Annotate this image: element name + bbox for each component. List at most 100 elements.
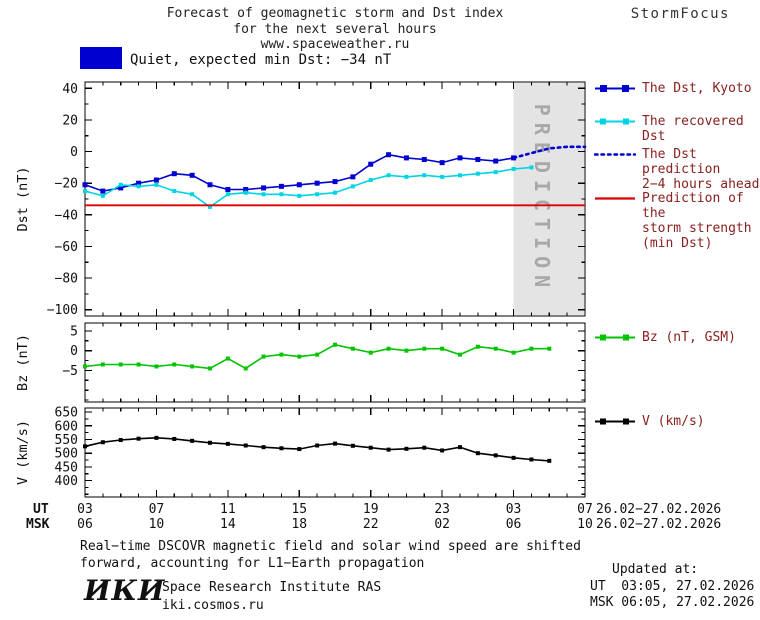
marker-bz-nt-gsm <box>172 362 177 367</box>
y-axis-label-dst: Dst (nT) <box>15 166 31 231</box>
marker-v-km-s <box>547 458 552 463</box>
marker-v-km-s <box>350 443 355 448</box>
institute-site: iki.cosmos.ru <box>162 598 264 613</box>
marker-the-dst-kyoto <box>100 188 106 194</box>
marker-the-recovered-dst <box>136 184 141 189</box>
panel-box-dst <box>84 81 586 317</box>
marker-v-km-s <box>261 445 266 450</box>
marker-bz-nt-gsm <box>458 352 462 357</box>
y-tick-label: 500 <box>55 447 78 462</box>
legend-label-recovered-dst: The recovered Dst <box>642 114 744 144</box>
page-title: Forecast of geomagnetic storm and Dst in… <box>85 6 585 53</box>
legend-swatch-marker <box>623 118 629 125</box>
marker-v-km-s <box>208 440 212 445</box>
legend-item-v: V (km/s) <box>594 414 705 429</box>
marker-the-recovered-dst <box>315 192 320 197</box>
x-tick-label-ut: 07 <box>149 502 165 517</box>
marker-the-dst-kyoto <box>368 161 374 167</box>
legend-swatch-marker <box>623 418 629 425</box>
x-tick-label-ut: 11 <box>220 502 236 517</box>
marker-the-recovered-dst <box>225 192 230 197</box>
legend-label-dst-prediction-line2: 2−4 hours ahead <box>642 177 760 192</box>
x-tick-label-msk: 06 <box>77 517 93 532</box>
x-tick-label-msk: 10 <box>149 517 165 532</box>
marker-v-km-s <box>243 443 248 448</box>
x-tick-label-msk: 18 <box>291 517 307 532</box>
marker-the-recovered-dst <box>333 190 337 195</box>
marker-v-km-s <box>422 445 427 450</box>
marker-bz-nt-gsm <box>368 350 373 355</box>
marker-v-km-s <box>190 438 195 443</box>
x-tick-label-msk: 14 <box>220 517 236 532</box>
x-tick-label-ut: 07 <box>577 502 593 517</box>
marker-the-dst-kyoto <box>171 171 177 177</box>
marker-the-recovered-dst <box>386 173 391 178</box>
panel-box-bz <box>84 322 586 403</box>
title-line1: Forecast of geomagnetic storm and Dst in… <box>166 6 504 21</box>
marker-the-recovered-dst <box>368 178 373 183</box>
prediction-band-label: PREDICTION <box>530 104 554 294</box>
legend-item-dst-prediction: The Dst prediction 2−4 hours ahead <box>594 147 760 192</box>
y-tick-label: 0 <box>70 344 78 359</box>
marker-the-recovered-dst <box>511 166 516 171</box>
series-v-km-s <box>84 436 550 462</box>
y-tick-label: −40 <box>55 208 78 223</box>
marker-the-recovered-dst <box>493 170 498 175</box>
marker-v-km-s <box>279 446 284 451</box>
marker-v-km-s <box>225 441 230 446</box>
marker-the-recovered-dst <box>118 182 123 187</box>
marker-v-km-s <box>333 441 337 446</box>
marker-the-dst-kyoto <box>225 187 231 193</box>
marker-the-dst-kyoto <box>493 158 499 164</box>
marker-bz-nt-gsm <box>547 346 552 351</box>
x-tick-label-ut: 03 <box>506 502 522 517</box>
msk-row-label: MSK <box>26 517 50 532</box>
marker-the-dst-kyoto <box>457 155 463 161</box>
y-tick-label: 40 <box>62 82 78 97</box>
legend-swatch-dst-prediction <box>594 153 636 156</box>
marker-the-recovered-dst <box>208 204 212 209</box>
legend-swatch-marker <box>600 85 607 92</box>
legend-swatch-storm-strength <box>595 197 635 200</box>
quiet-level-swatch <box>80 47 122 69</box>
y-tick-label: 0 <box>70 145 78 160</box>
marker-the-dst-kyoto <box>82 182 88 188</box>
msk-date-range: 26.02−27.02.2026 <box>596 517 722 532</box>
marker-v-km-s <box>136 436 141 441</box>
marker-v-km-s <box>315 443 320 448</box>
y-tick-label: −20 <box>55 177 78 192</box>
marker-the-recovered-dst <box>404 174 409 179</box>
updated-at-msk: MSK 06:05, 27.02.2026 <box>590 595 755 610</box>
legend-swatch-marker <box>623 334 629 341</box>
legend-swatch-bz <box>595 334 635 341</box>
marker-v-km-s <box>154 435 159 440</box>
y-tick-label: −5 <box>62 364 78 379</box>
marker-v-km-s <box>172 436 177 441</box>
legend-swatch-v <box>595 418 635 425</box>
x-tick-label-msk: 02 <box>434 517 450 532</box>
panel-box-v <box>84 407 586 498</box>
y-tick-label: 600 <box>55 419 78 434</box>
marker-the-recovered-dst <box>279 192 284 197</box>
marker-bz-nt-gsm <box>333 342 337 347</box>
marker-bz-nt-gsm <box>118 362 123 367</box>
marker-the-dst-kyoto <box>153 177 159 183</box>
marker-bz-nt-gsm <box>350 346 355 351</box>
marker-v-km-s <box>297 447 302 452</box>
marker-the-recovered-dst <box>350 184 355 189</box>
marker-the-recovered-dst <box>458 173 462 178</box>
y-tick-label: −80 <box>55 272 78 287</box>
series-the-dst-prediction-2-4-hours-ahead <box>512 145 587 160</box>
marker-bz-nt-gsm <box>190 364 195 369</box>
marker-v-km-s <box>511 455 516 460</box>
legend-swatch-marker <box>600 118 606 125</box>
marker-the-recovered-dst <box>297 193 302 198</box>
x-tick-label-ut: 19 <box>363 502 379 517</box>
y-tick-label: 400 <box>55 474 78 489</box>
marker-bz-nt-gsm <box>440 346 445 351</box>
status-label: Quiet, expected min Dst: −34 nT <box>130 52 392 68</box>
updated-at-label: Updated at: <box>612 562 699 577</box>
institute-name: Space Research Institute RAS <box>162 580 382 595</box>
